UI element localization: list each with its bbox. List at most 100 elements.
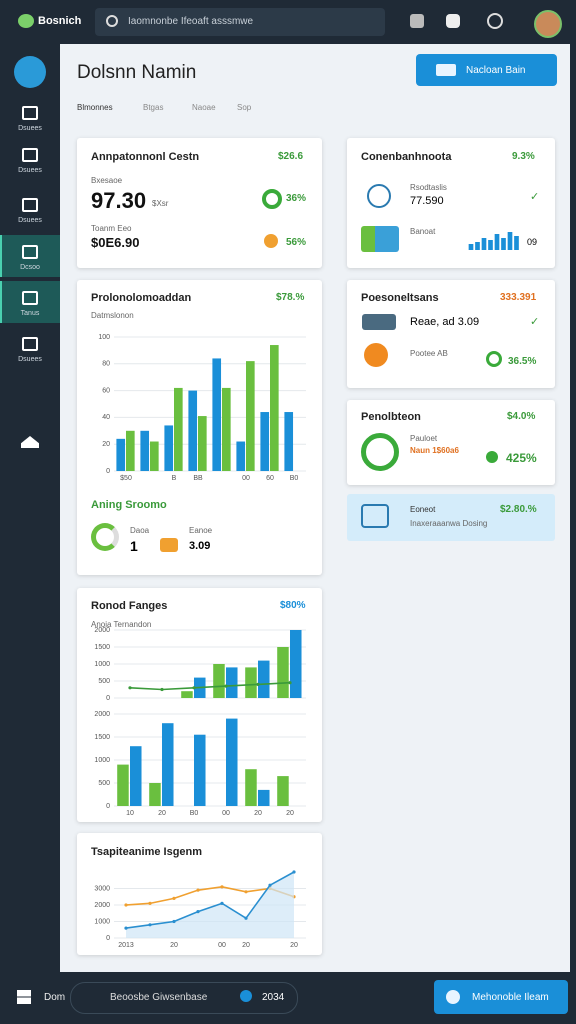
sub: Naun 1$60a6 [410,446,459,455]
card-title: Prolonolomoaddan [91,292,192,304]
point [172,896,176,900]
icon [362,314,396,330]
label: Banoat [410,227,436,236]
point [148,923,152,927]
label: Eanoe [189,526,213,535]
y-tick-label: 500 [98,780,110,787]
nav-label[interactable]: Dsuees [18,356,42,363]
item: Reae, ad 3.09 [410,316,480,328]
bar [514,236,519,250]
bar [260,412,270,471]
subtitle: Datmslonon [91,311,134,320]
tab[interactable]: Btgas [143,103,164,112]
pct: 36.5% [508,356,537,367]
tab[interactable]: Blmonnes [77,103,113,112]
point [224,684,228,688]
nav-active[interactable] [0,235,60,277]
bar [222,387,231,471]
x-tick-label: $50 [120,475,132,482]
mini-chart [468,232,519,250]
bar [130,746,142,806]
bar [181,691,193,698]
nav-label[interactable]: Dsuees [18,167,42,174]
bar [164,425,174,471]
bar [475,242,480,250]
check: ✓ [530,191,540,203]
bar [188,390,198,471]
taskbar-label: Dom [44,992,66,1003]
y-tick-label: 0 [106,803,110,810]
point [172,919,176,924]
tab[interactable]: Naoae [192,103,216,112]
x-tick-label: 00 [218,942,226,949]
tab[interactable]: Sop [237,103,252,112]
start-icon[interactable] [17,990,31,1004]
y-tick-label: 0 [106,695,110,700]
x-tick-label: 00 [222,810,230,817]
y-tick-label: 0 [106,468,110,475]
pct: 425% [506,451,537,465]
bar [245,667,257,698]
pill[interactable] [70,982,298,1014]
y-tick-label: 80 [102,361,110,368]
bar [284,412,294,471]
icon[interactable] [446,14,460,28]
icon[interactable] [487,13,503,29]
bar [226,718,238,806]
nav-label[interactable]: Tanus [20,310,40,317]
bar [150,441,159,471]
x-tick-label: 20 [158,810,166,817]
card-value: $2.80.% [500,504,537,515]
point [244,916,248,920]
home-icon[interactable] [21,436,39,448]
nav-icon [22,148,38,162]
nav-label[interactable]: Dsuees [18,217,42,224]
line [125,871,295,929]
icon [160,538,178,552]
x-tick-label: BB [193,475,203,482]
nav-label[interactable]: Dsuees [18,125,42,132]
nav-label[interactable]: Dcsoo [20,264,40,271]
icon[interactable] [410,14,424,28]
bar [194,734,206,806]
y-tick-label: 2000 [94,627,110,634]
bar [507,232,513,250]
search-box[interactable] [95,8,385,36]
nav-icon [22,337,38,351]
y-tick-label: 500 [98,678,110,685]
bar [162,723,174,806]
button-label: Mehonoble Ileam [472,992,549,1003]
y-tick-label: 40 [102,414,110,421]
card-value: 9.3% [512,151,535,162]
brand: Bosnich [38,15,82,27]
y-tick-label: 1000 [94,918,110,925]
search-text: Iaomnonbe Ifeoaft asssmwe [128,16,254,27]
bar [116,438,126,471]
sub: Inaxeraaanwa Dosing [410,519,488,528]
card [347,280,555,388]
y-tick-label: 60 [102,387,110,394]
y-tick-label: 20 [102,441,110,448]
bar-chart: 0 500 1000 1500 2000 10 20 B0 00 20 20 [94,711,306,817]
app-logo [14,56,46,88]
y-tick-label: 3000 [94,885,110,892]
y-tick-label: 1000 [94,661,110,668]
point [292,870,296,874]
value: 3.09 [189,540,211,552]
card-title: Tsapiteanime Isgenm [91,846,203,858]
ring-icon [361,433,399,471]
nav-active[interactable] [0,281,60,323]
pill-value: 2034 [262,992,285,1003]
bar [290,630,302,698]
gear-icon [264,234,278,248]
bar [236,441,246,471]
card-title: Penolbteon [361,411,421,423]
avatar[interactable] [534,10,562,38]
x-tick-label: 2013 [118,942,134,949]
search-icon [106,15,118,27]
y-tick-label: 1500 [94,734,110,741]
bar [488,240,493,250]
